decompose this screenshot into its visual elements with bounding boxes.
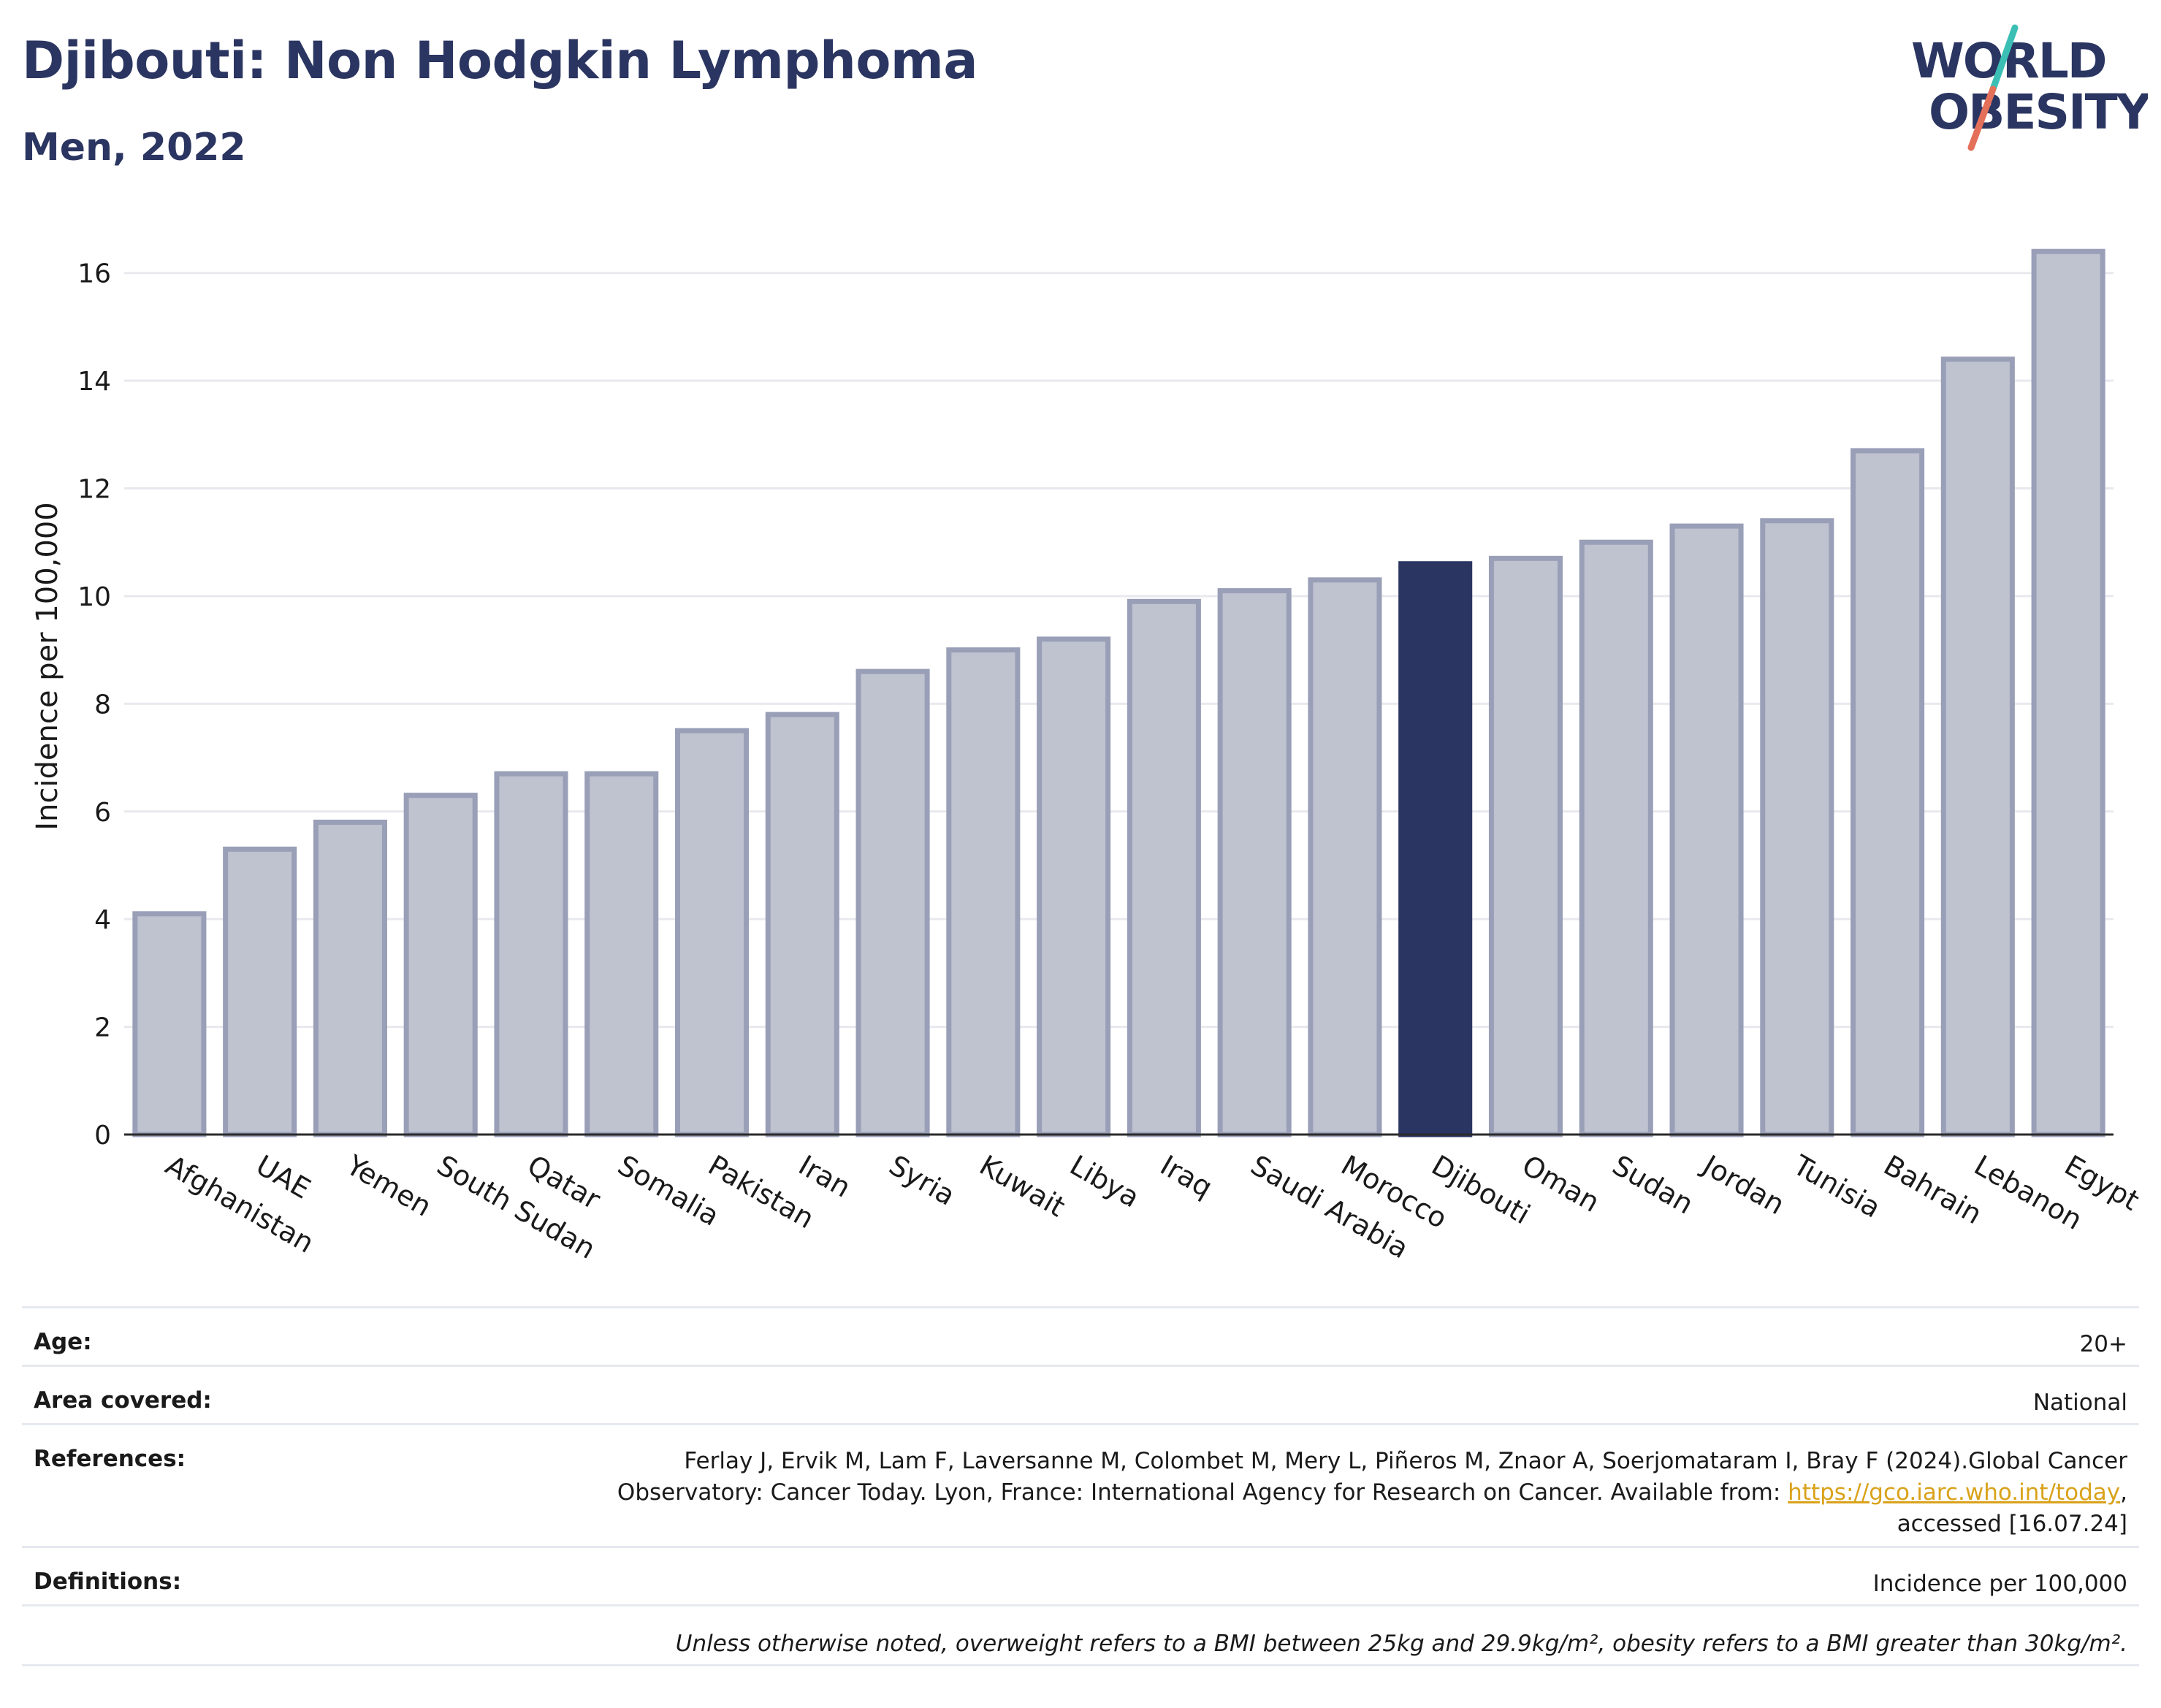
x-tick-label: Syria <box>884 1149 961 1212</box>
age-label: Age: <box>22 1306 285 1367</box>
bar <box>403 793 478 1137</box>
logo-line-2: OBESITY <box>1929 84 2148 140</box>
bar <box>494 771 568 1137</box>
meta-row-definitions: Definitions: Incidence per 100,000 <box>22 1546 2139 1606</box>
bar <box>946 647 1021 1137</box>
bar <box>1760 518 1834 1137</box>
metadata-table: Age: 20+ Area covered: National Referenc… <box>22 1306 2139 1666</box>
y-tick-label: 0 <box>94 1121 111 1151</box>
logo-slash-teal <box>1989 24 2019 93</box>
x-tick-label: Bahrain <box>1878 1149 1987 1231</box>
x-tick-label: Tunisia <box>1787 1148 1886 1224</box>
bar <box>313 820 387 1137</box>
bar <box>1940 357 2015 1137</box>
definitions-label: Definitions: <box>22 1546 285 1606</box>
x-tick-label: Somalia <box>612 1149 725 1232</box>
y-tick-label: 10 <box>77 582 111 612</box>
note-spacer <box>22 1604 285 1666</box>
y-axis-title: Incidence per 100,000 <box>31 502 64 831</box>
meta-row-area: Area covered: National <box>22 1365 2139 1425</box>
bar <box>1127 598 1201 1137</box>
y-tick-label: 16 <box>77 259 111 289</box>
bar <box>1217 588 1292 1137</box>
references-text-3: , <box>2120 1479 2127 1506</box>
bar <box>223 846 297 1137</box>
age-value: 20+ <box>285 1306 2139 1367</box>
references-text-4: accessed [16.07.24] <box>1897 1511 2127 1537</box>
x-tick-label: Iraq <box>1155 1149 1218 1204</box>
bmi-note: Unless otherwise noted, overweight refer… <box>285 1604 2139 1666</box>
x-tick-label: Iran <box>793 1149 856 1204</box>
bar <box>1308 577 1382 1137</box>
bar <box>855 668 930 1137</box>
x-tick-label: Yemen <box>340 1148 437 1223</box>
y-tick-label: 2 <box>94 1013 111 1043</box>
chart-subtitle: Men, 2022 <box>22 126 246 169</box>
references-text-2: Observatory: Cancer Today. Lyon, France:… <box>617 1479 1788 1506</box>
bars <box>132 248 2105 1137</box>
logo-slash-coral <box>1967 85 1997 151</box>
area-value: National <box>285 1365 2139 1425</box>
bar-highlighted <box>1398 561 1473 1137</box>
y-tick-label: 4 <box>94 905 111 935</box>
bar <box>1669 523 1744 1137</box>
bar <box>1851 448 1925 1137</box>
x-tick-label: Sudan <box>1607 1149 1699 1221</box>
definitions-value: Incidence per 100,000 <box>285 1546 2139 1606</box>
bar <box>1579 539 1653 1137</box>
bar <box>2031 248 2105 1137</box>
bar <box>1037 636 1111 1137</box>
meta-row-age: Age: 20+ <box>22 1306 2139 1367</box>
bar <box>765 712 839 1137</box>
x-tick-label: Jordan <box>1696 1148 1790 1221</box>
chart-title: Djibouti: Non Hodgkin Lymphoma <box>22 31 978 91</box>
meta-row-references: References: Ferlay J, Ervik M, Lam F, La… <box>22 1423 2139 1548</box>
bar <box>132 911 207 1137</box>
world-obesity-logo: WORLD OBESITY <box>1911 24 2148 151</box>
y-tick-label: 6 <box>94 798 111 828</box>
references-label: References: <box>22 1423 285 1548</box>
y-tick-label: 12 <box>77 475 111 505</box>
y-tick-label: 14 <box>77 367 111 397</box>
bar <box>1488 555 1563 1137</box>
area-label: Area covered: <box>22 1365 285 1425</box>
references-link[interactable]: https://gco.iarc.who.int/today <box>1788 1479 2121 1506</box>
meta-row-note: Unless otherwise noted, overweight refer… <box>22 1604 2139 1666</box>
bar <box>674 728 750 1137</box>
x-tick-label: Kuwait <box>974 1149 1070 1224</box>
y-tick-label: 8 <box>94 690 111 720</box>
x-tick-label: Libya <box>1064 1149 1145 1214</box>
bar <box>584 771 659 1137</box>
references-text-1: Ferlay J, Ervik M, Lam F, Laversanne M, … <box>684 1448 2127 1474</box>
references-value: Ferlay J, Ervik M, Lam F, Laversanne M, … <box>285 1423 2139 1548</box>
